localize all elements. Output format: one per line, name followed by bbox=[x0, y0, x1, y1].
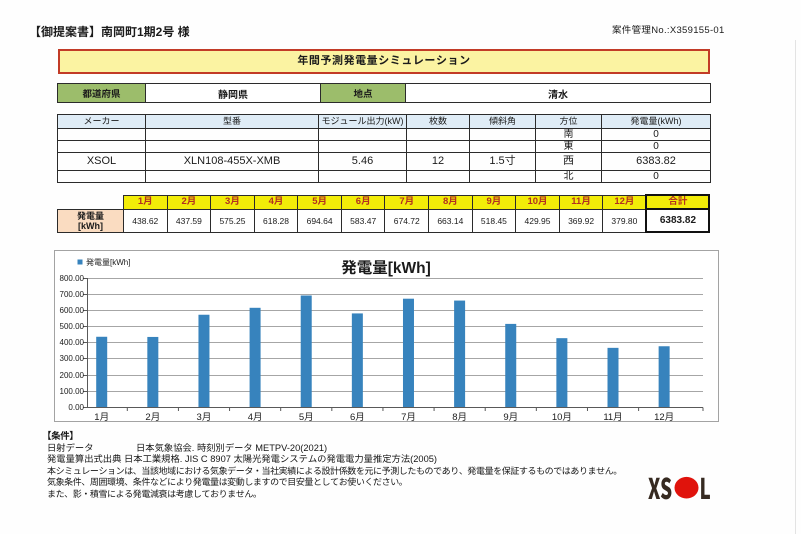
svg-text:8月: 8月 bbox=[452, 412, 467, 422]
svg-text:800.00: 800.00 bbox=[60, 274, 85, 283]
svg-text:発電量[kWh]: 発電量[kWh] bbox=[341, 259, 431, 277]
svg-text:5月: 5月 bbox=[299, 412, 314, 422]
svg-text:9月: 9月 bbox=[503, 412, 518, 422]
svg-text:10月: 10月 bbox=[552, 412, 572, 422]
svg-text:7月: 7月 bbox=[401, 412, 416, 422]
svg-text:S: S bbox=[660, 474, 672, 502]
svg-text:0.00: 0.00 bbox=[68, 403, 84, 412]
svg-text:600.00: 600.00 bbox=[60, 306, 85, 315]
svg-text:500.00: 500.00 bbox=[60, 322, 85, 331]
svg-text:3月: 3月 bbox=[197, 412, 212, 422]
svg-text:L: L bbox=[699, 474, 710, 502]
svg-text:200.00: 200.00 bbox=[60, 371, 85, 380]
svg-text:700.00: 700.00 bbox=[60, 290, 85, 299]
svg-text:11月: 11月 bbox=[603, 412, 622, 422]
svg-text:2月: 2月 bbox=[145, 412, 160, 422]
svg-text:12月: 12月 bbox=[654, 412, 674, 422]
svg-text:1月: 1月 bbox=[94, 412, 109, 422]
svg-text:X: X bbox=[648, 474, 660, 502]
svg-text:400.00: 400.00 bbox=[60, 338, 85, 347]
svg-text:4月: 4月 bbox=[248, 412, 263, 422]
svg-text:100.00: 100.00 bbox=[60, 387, 85, 396]
svg-text:300.00: 300.00 bbox=[60, 354, 85, 363]
svg-text:6月: 6月 bbox=[350, 412, 365, 422]
svg-text:発電量[kWh]: 発電量[kWh] bbox=[86, 258, 130, 267]
